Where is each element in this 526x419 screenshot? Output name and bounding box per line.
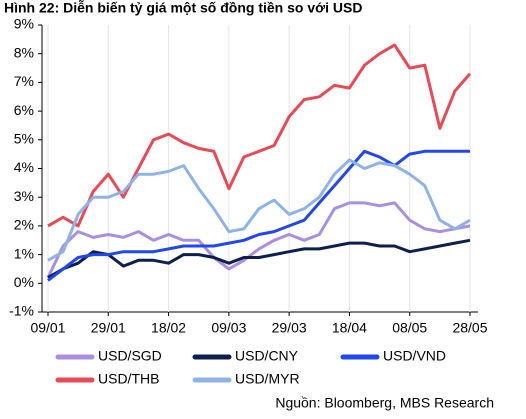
y-tick-label: 1% (14, 245, 34, 261)
series-line (46, 201, 471, 279)
legend-label: USD/MYR (235, 371, 300, 387)
y-tick-label: 5% (14, 131, 34, 147)
series-line (47, 149, 470, 282)
x-tick-label: 29/03 (272, 320, 307, 336)
series-line (47, 43, 472, 228)
y-tick-label: 3% (14, 188, 34, 204)
y-tick-label: 8% (14, 44, 34, 60)
x-tick-label: 09/03 (211, 320, 246, 336)
x-tick-label: 18/02 (151, 320, 186, 336)
legend-label: USD/SGD (98, 348, 162, 364)
y-tick-label: 2% (14, 217, 34, 233)
y-tick-label: 7% (14, 73, 34, 89)
x-tick-label: 09/01 (30, 320, 65, 336)
y-tick-label: 6% (14, 102, 34, 118)
legend-label: USD/VND (383, 348, 446, 364)
series-line (47, 158, 471, 262)
series-line (47, 238, 471, 279)
legend-label: USD/THB (98, 371, 159, 387)
y-tick-label: 9% (14, 16, 34, 32)
x-tick-label: 28/05 (452, 320, 487, 336)
legend-label: USD/CNY (235, 348, 299, 364)
y-tick-label: 4% (14, 159, 34, 175)
source: Nguồn: Bloomberg, MBS Research (275, 395, 494, 411)
y-tick-label: 0% (14, 274, 34, 290)
chart-title: Hình 22: Diễn biến tỷ giá một số đồng ti… (4, 0, 362, 16)
y-tick-label: -1% (9, 303, 34, 319)
x-tick-label: 18/04 (332, 320, 367, 336)
x-tick-label: 29/01 (91, 320, 126, 336)
x-tick-label: 08/05 (392, 320, 427, 336)
